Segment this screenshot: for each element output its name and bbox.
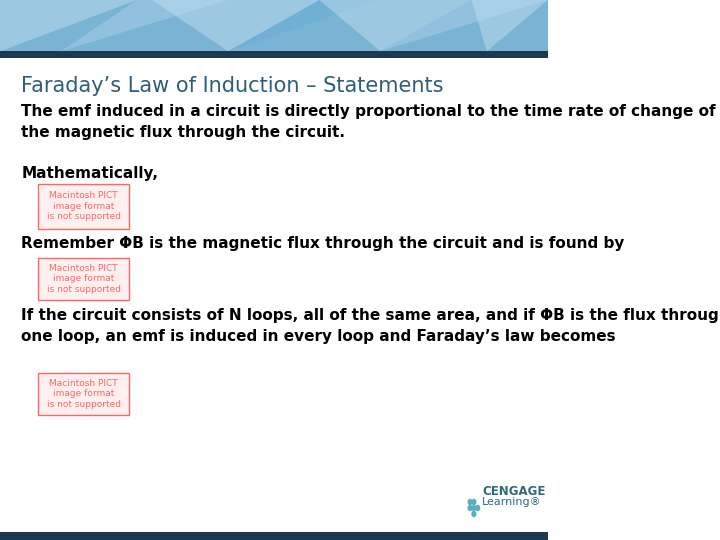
Text: If the circuit consists of N loops, all of the same area, and if ΦB is the flux : If the circuit consists of N loops, all … (22, 308, 720, 344)
Circle shape (468, 505, 472, 510)
Text: Macintosh PICT
image format
is not supported: Macintosh PICT image format is not suppo… (47, 379, 121, 409)
FancyBboxPatch shape (38, 373, 130, 415)
Polygon shape (152, 0, 320, 51)
FancyBboxPatch shape (0, 532, 548, 540)
FancyBboxPatch shape (38, 184, 130, 229)
FancyBboxPatch shape (0, 51, 548, 58)
Circle shape (472, 511, 476, 516)
Text: The emf induced in a circuit is directly proportional to the time rate of change: The emf induced in a circuit is directly… (22, 104, 716, 140)
Polygon shape (61, 0, 228, 51)
Text: Mathematically,: Mathematically, (22, 166, 158, 181)
Polygon shape (228, 0, 380, 51)
Polygon shape (320, 0, 472, 51)
Text: Learning®: Learning® (482, 497, 542, 507)
Circle shape (476, 505, 480, 510)
Circle shape (468, 500, 472, 504)
Polygon shape (472, 0, 548, 51)
FancyBboxPatch shape (38, 258, 130, 300)
Circle shape (472, 500, 476, 504)
Circle shape (472, 505, 476, 510)
Text: Remember ΦB is the magnetic flux through the circuit and is found by: Remember ΦB is the magnetic flux through… (22, 236, 625, 251)
Text: Faraday’s Law of Induction – Statements: Faraday’s Law of Induction – Statements (22, 76, 444, 96)
FancyBboxPatch shape (0, 0, 548, 51)
Polygon shape (0, 0, 137, 51)
FancyBboxPatch shape (0, 58, 548, 540)
Text: Macintosh PICT
image format
is not supported: Macintosh PICT image format is not suppo… (47, 264, 121, 294)
Text: CENGAGE: CENGAGE (482, 485, 546, 498)
Text: Macintosh PICT
image format
is not supported: Macintosh PICT image format is not suppo… (47, 191, 121, 221)
Polygon shape (380, 0, 548, 51)
